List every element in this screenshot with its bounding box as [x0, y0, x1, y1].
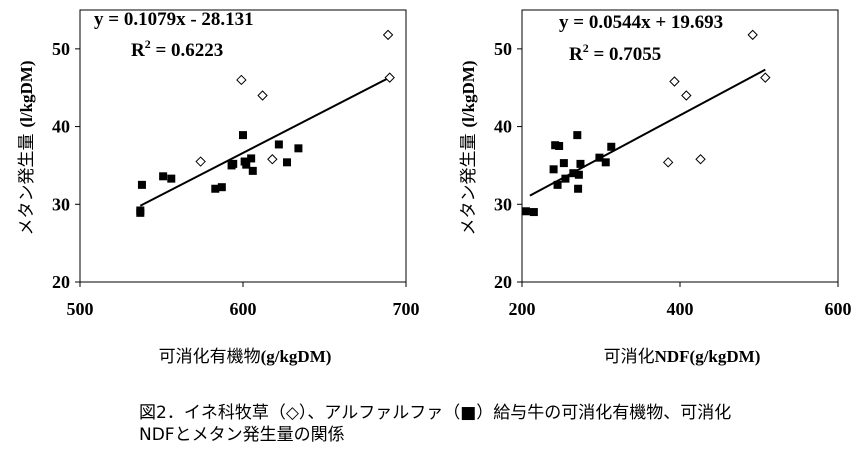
- point-alfalfa: [229, 159, 238, 168]
- point-grass: [760, 72, 771, 83]
- point-grass: [195, 156, 206, 167]
- point-alfalfa: [574, 184, 583, 193]
- point-alfalfa: [247, 154, 256, 163]
- trendline-line: [529, 68, 766, 197]
- point-alfalfa: [274, 140, 283, 149]
- trendline: [529, 68, 766, 197]
- x-tick-label: 400: [667, 299, 694, 319]
- y-axis-label-unit: (l/kgDM): [459, 60, 478, 127]
- point-alfalfa: [248, 166, 257, 175]
- y-tick-label: 40: [52, 117, 70, 137]
- point-grass: [236, 74, 247, 86]
- point-alfalfa: [559, 159, 568, 168]
- r-squared-sup: 2: [583, 41, 589, 55]
- point-grass: [662, 157, 674, 168]
- x-ticks: 500 600 700: [67, 282, 420, 319]
- point-alfalfa: [211, 184, 220, 193]
- regression-equation: y = 0.1079x - 28.131: [94, 9, 254, 30]
- point-alfalfa: [573, 131, 582, 140]
- point-alfalfa: [595, 153, 604, 162]
- point-alfalfa: [136, 208, 145, 217]
- y-axis-label: メタン発生量 (l/kgDM): [459, 60, 479, 235]
- point-grass: [681, 90, 692, 101]
- point-alfalfa: [601, 158, 610, 167]
- y-tick-label: 20: [52, 272, 70, 292]
- trendline-line: [139, 76, 391, 207]
- point-alfalfa: [561, 174, 570, 183]
- point-alfalfa: [217, 183, 226, 192]
- y-tick-label: 30: [52, 194, 70, 214]
- point-alfalfa: [553, 180, 562, 189]
- point-grass: [257, 90, 268, 101]
- trendline: [139, 76, 391, 207]
- y-axis-label-prefix: メタン発生量: [17, 134, 37, 236]
- r-squared-value: = 0.6223: [151, 40, 224, 61]
- point-alfalfa: [555, 142, 564, 150]
- point-grass: [267, 154, 278, 165]
- data-points: [136, 29, 395, 217]
- y-tick-label: 50: [52, 39, 70, 59]
- x-axis-label-prefix: 可消化: [604, 347, 655, 367]
- data-points: [521, 29, 771, 217]
- x-tick-label: 600: [230, 299, 257, 319]
- point-alfalfa: [549, 165, 558, 174]
- point-alfalfa: [576, 159, 585, 168]
- x-axis-label: 可消化有機物(g/kgDM): [159, 347, 332, 367]
- r-squared-value: = 0.7055: [589, 44, 662, 65]
- point-alfalfa: [607, 142, 616, 151]
- y-tick-label: 30: [494, 194, 512, 214]
- r-squared-label: R: [131, 40, 145, 61]
- point-grass: [747, 29, 758, 41]
- x-tick-label: 700: [393, 299, 420, 319]
- x-tick-label: 200: [509, 299, 536, 319]
- figure-caption: 図2．イネ科牧草（◇）、アルファルファ（■）給与牛の可消化有機物、可消化 NDF…: [139, 402, 839, 446]
- point-alfalfa: [283, 158, 292, 167]
- x-axis-label-unit: (g/kgDM): [261, 347, 332, 366]
- caption-line-1: 図2．イネ科牧草（◇）、アルファルファ（■）給与牛の可消化有機物、可消化: [139, 403, 732, 423]
- point-grass: [669, 76, 680, 87]
- point-alfalfa: [574, 170, 583, 179]
- y-axis-label-prefix: メタン発生量: [459, 134, 479, 236]
- r-squared-sup: 2: [145, 37, 151, 51]
- r-squared: R2 = 0.7055: [569, 41, 661, 65]
- plot-frame: [79, 9, 407, 283]
- point-grass: [384, 72, 395, 83]
- point-alfalfa: [239, 131, 247, 140]
- point-alfalfa: [294, 144, 303, 153]
- point-alfalfa: [167, 174, 176, 183]
- x-axis-label-prefix: 可消化有機物: [159, 347, 261, 367]
- y-ticks: 20 30 40 50: [494, 39, 522, 292]
- x-axis-label: 可消化NDF(g/kgDM): [604, 347, 761, 367]
- point-grass: [382, 29, 394, 41]
- point-alfalfa: [242, 160, 251, 169]
- point-alfalfa: [137, 180, 146, 189]
- point-alfalfa: [569, 169, 578, 178]
- x-axis-label-unit: NDF(g/kgDM): [655, 347, 761, 366]
- point-grass: [695, 154, 706, 165]
- caption-line-2: NDFとメタン発生量の関係: [139, 425, 345, 445]
- point-alfalfa: [521, 207, 530, 216]
- x-ticks: 200 400 600: [509, 282, 852, 319]
- y-tick-label: 50: [494, 39, 512, 59]
- y-ticks: 20 30 40 50: [52, 39, 80, 292]
- x-tick-label: 600: [825, 299, 852, 319]
- y-axis-label-unit: (l/kgDM): [17, 60, 36, 127]
- regression-equation: y = 0.0544x + 19.693: [559, 12, 723, 33]
- point-alfalfa: [529, 208, 538, 217]
- y-tick-label: 20: [494, 272, 512, 292]
- r-squared: R2 = 0.6223: [131, 37, 223, 61]
- x-tick-label: 500: [67, 299, 94, 319]
- y-axis-label: メタン発生量 (l/kgDM): [17, 60, 37, 235]
- point-alfalfa: [159, 172, 168, 181]
- r-squared-label: R: [569, 44, 583, 65]
- y-tick-label: 40: [494, 117, 512, 137]
